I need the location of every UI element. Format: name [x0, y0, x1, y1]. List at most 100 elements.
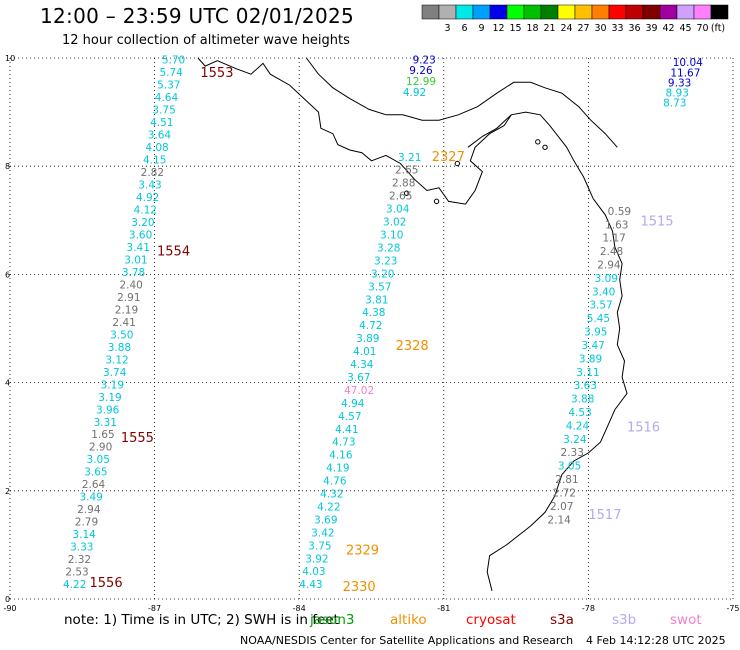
wave-height-value: 3.60: [129, 229, 152, 241]
colorbar-swatch: [421, 4, 440, 20]
wave-height-value: 9.26: [409, 65, 433, 77]
wave-height-value: 3.57: [589, 300, 612, 312]
wave-height-value: 4.12: [134, 204, 157, 216]
gulf-of-panama-coast: [467, 114, 512, 148]
wave-height-value: 3.96: [96, 404, 120, 416]
colorbar-tick-label: 27: [577, 23, 589, 34]
wave-height-value: 3.65: [84, 467, 107, 479]
wave-height-value: 2.81: [555, 474, 578, 486]
wave-height-value: 3.19: [101, 379, 124, 391]
wave-height-value: 5.74: [159, 67, 183, 79]
latitude-tick-label: 0: [5, 595, 10, 604]
wave-height-value: 2.91: [117, 292, 140, 304]
wave-height-value: 4.16: [329, 450, 353, 462]
wave-height-value: 3.74: [103, 367, 127, 379]
colorbar-tick-label: 30: [594, 23, 606, 34]
wave-height-value: 3.81: [365, 294, 388, 306]
wave-height-value: 4.73: [332, 437, 355, 449]
wave-height-value: 3.24: [563, 434, 587, 446]
island: [433, 198, 440, 205]
wave-height-value: 10.04: [673, 57, 703, 69]
wave-height-value: 3.02: [383, 217, 406, 229]
wave-height-value: 2.41: [112, 317, 135, 329]
colorbar-swatch: [455, 4, 474, 20]
wave-height-value: 3.23: [374, 255, 397, 267]
colorbar-swatch: [625, 4, 644, 20]
pass-label: 1554: [157, 244, 190, 259]
colorbar-swatch: [438, 4, 457, 20]
mission-label: altiko: [390, 612, 427, 628]
wave-height-value: 9.23: [412, 54, 435, 66]
wave-height-value: 4.41: [335, 424, 358, 436]
pass-label: 2327: [432, 150, 465, 165]
wave-height-value: 3.12: [105, 354, 128, 366]
caribbean-coast: [305, 57, 618, 148]
wave-height-value: 4.72: [359, 320, 382, 332]
wave-height-value: 2.14: [547, 514, 571, 526]
wave-height-value: 3.63: [574, 380, 597, 392]
colorbar-tick-label: 39: [645, 23, 657, 34]
wave-height-value: 2.94: [77, 504, 101, 516]
colorbar-tick-label: 9: [478, 23, 484, 34]
wave-height-value: 2.88: [392, 178, 415, 190]
map-subtitle: 12 hour collection of altimeter wave hei…: [62, 33, 350, 48]
latitude-tick-label: 4: [5, 379, 10, 388]
colorbar-unit-label: (ft): [711, 23, 725, 34]
wave-height-value: 2.40: [119, 279, 142, 291]
wave-height-value: 2.07: [550, 501, 573, 513]
wave-height-value: 3.89: [579, 353, 602, 365]
wave-height-value: 3.01: [124, 254, 147, 266]
wave-height-value: 8.93: [666, 88, 689, 100]
wave-height-value: 4.32: [320, 489, 343, 501]
wave-height-value: 4.38: [362, 307, 385, 319]
wave-height-value: 5.45: [587, 313, 610, 325]
latitude-tick-label: 10: [5, 54, 15, 63]
latitude-tick-label: 6: [5, 270, 10, 279]
colorbar-tick-label: 45: [679, 23, 691, 34]
island: [535, 139, 541, 145]
island: [403, 190, 410, 196]
colorbar-swatch: [693, 4, 712, 20]
wave-height-value: 3.41: [127, 242, 150, 254]
mission-label: cryosat: [466, 612, 516, 628]
colorbar-tick-label: 6: [461, 23, 467, 34]
colorbar-swatch: [574, 4, 593, 20]
wave-height-value: 4.57: [338, 411, 361, 423]
wave-height-value: 5.70: [162, 54, 185, 66]
wave-height-value: 4.92: [136, 192, 159, 204]
wave-height-value: 3.50: [110, 329, 133, 341]
wave-height-value: 3.89: [356, 333, 379, 345]
wave-height-value: 4.08: [145, 142, 168, 154]
south-america-pacific-coast: [486, 198, 628, 592]
wave-height-value: 3.04: [386, 204, 410, 216]
colorbar-tick-label: 12: [492, 23, 504, 34]
pass-label: 2329: [346, 544, 379, 559]
wave-height-value: 3.78: [122, 267, 145, 279]
pass-label: 2330: [343, 580, 376, 595]
wave-height-value: 2.82: [141, 167, 164, 179]
wave-height-value: 3.28: [377, 242, 400, 254]
wave-height-value: 2.79: [75, 517, 98, 529]
colorbar-swatch: [676, 4, 695, 20]
credit-text: NOAA/NESDIS Center for Satellite Applica…: [240, 634, 574, 647]
wave-height-value: 4.34: [350, 359, 374, 371]
wave-height-value: 3.88: [571, 394, 594, 406]
wave-height-value: 1.63: [605, 219, 628, 231]
colorbar-swatch: [523, 4, 542, 20]
wave-height-value: 3.21: [398, 152, 421, 164]
timestamp-text: 4 Feb 14:12:28 UTC 2025: [586, 634, 726, 647]
colorbar-tick-label: 36: [628, 23, 640, 34]
colorbar-tick-label: 33: [611, 23, 623, 34]
colorbar-swatch: [557, 4, 576, 20]
wave-height-value: 3.14: [72, 529, 96, 541]
wave-height-values: 5.705.745.374.643.754.513.644.084.152.82…: [63, 54, 703, 591]
wave-height-value: 2.53: [65, 567, 88, 579]
wave-height-value: 3.75: [152, 104, 175, 116]
wave-height-value: 3.64: [148, 129, 172, 141]
wave-height-value: 1.65: [91, 429, 114, 441]
pass-label: 1517: [588, 508, 621, 523]
wave-height-value: 3.47: [581, 340, 604, 352]
island: [542, 144, 548, 150]
wave-height-value: 3.09: [595, 273, 618, 285]
